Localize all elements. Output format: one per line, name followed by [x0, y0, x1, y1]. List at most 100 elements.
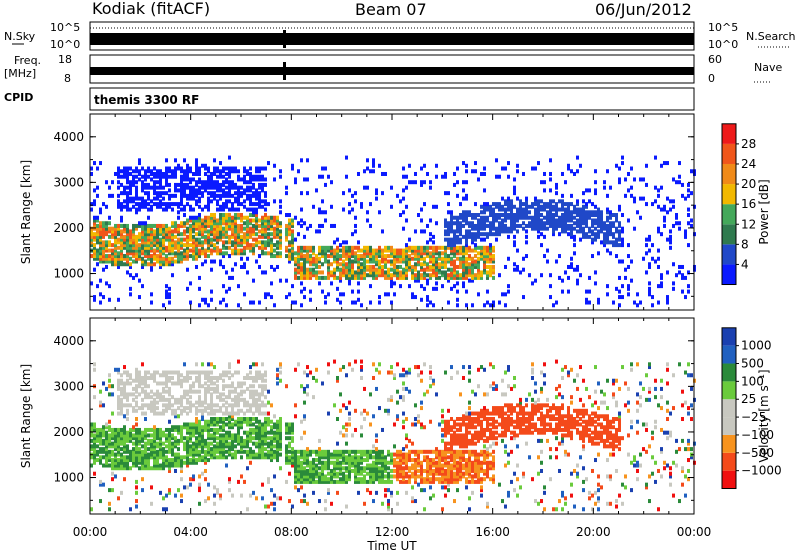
power-cell	[612, 213, 615, 218]
power-cell	[573, 221, 576, 226]
velocity-cell	[177, 381, 180, 386]
velocity-cell	[117, 430, 120, 435]
velocity-cell	[213, 485, 216, 490]
velocity-cell	[114, 427, 117, 432]
power-cell	[444, 237, 447, 242]
velocity-cell	[168, 406, 171, 411]
power-cell	[222, 284, 225, 289]
velocity-cell	[285, 479, 288, 484]
power-cell	[615, 237, 618, 242]
power-cell	[507, 229, 510, 234]
velocity-cell	[96, 430, 99, 435]
velocity-cell	[213, 444, 216, 449]
power-cell	[453, 221, 456, 226]
power-cell	[471, 278, 474, 283]
power-cell	[267, 221, 270, 226]
power-colorbar-tick-label: 16	[741, 197, 756, 211]
power-cell	[291, 300, 294, 305]
power-cell	[618, 232, 621, 237]
power-cell	[420, 218, 423, 223]
power-cell	[153, 237, 156, 242]
velocity-cell	[102, 449, 105, 454]
power-cell	[582, 210, 585, 215]
power-cell	[594, 204, 597, 209]
velocity-cell	[294, 460, 297, 465]
power-cell	[294, 259, 297, 264]
velocity-cell	[189, 430, 192, 435]
power-cell	[129, 188, 132, 193]
power-cell	[588, 300, 591, 305]
velocity-cell	[195, 375, 198, 380]
power-cell	[159, 169, 162, 174]
power-cell	[387, 267, 390, 272]
velocity-cell	[264, 430, 267, 435]
power-cell	[390, 284, 393, 289]
power-cell	[210, 237, 213, 242]
power-cell	[171, 248, 174, 253]
velocity-cell	[315, 452, 318, 457]
power-cell	[183, 182, 186, 187]
power-cell	[540, 226, 543, 231]
power-cell	[471, 248, 474, 253]
power-cell	[255, 174, 258, 179]
power-cell	[450, 286, 453, 291]
power-cell	[339, 254, 342, 259]
power-cell	[285, 295, 288, 300]
velocity-cell	[228, 430, 231, 435]
power-cell	[465, 259, 468, 264]
power-cell	[432, 286, 435, 291]
power-cell	[285, 234, 288, 239]
power-cell	[147, 207, 150, 212]
power-cell	[306, 256, 309, 261]
velocity-cell	[225, 411, 228, 416]
power-cell	[639, 215, 642, 220]
power-cell	[300, 191, 303, 196]
power-cell	[663, 204, 666, 209]
velocity-cell	[201, 403, 204, 408]
power-cell	[165, 245, 168, 250]
power-cell	[450, 213, 453, 218]
power-cell	[237, 199, 240, 204]
power-cell	[237, 185, 240, 190]
power-cell	[390, 275, 393, 280]
power-cell	[147, 223, 150, 228]
power-cell	[129, 273, 132, 278]
power-cell	[333, 275, 336, 280]
power-cell	[150, 267, 153, 272]
power-cell	[486, 248, 489, 253]
power-cell	[429, 232, 432, 237]
power-cell	[114, 251, 117, 256]
power-cell	[138, 196, 141, 201]
power-cell	[522, 226, 525, 231]
power-cell	[543, 223, 546, 228]
power-cell	[141, 264, 144, 269]
power-cell	[465, 237, 468, 242]
velocity-cell	[210, 406, 213, 411]
power-cell	[192, 177, 195, 182]
velocity-cell	[300, 436, 303, 441]
power-cell	[246, 215, 249, 220]
power-cell	[171, 234, 174, 239]
power-cell	[420, 182, 423, 187]
velocity-cell	[174, 414, 177, 419]
velocity-cell	[210, 378, 213, 383]
power-cell	[237, 248, 240, 253]
velocity-cell	[204, 370, 207, 375]
power-cell	[636, 303, 639, 308]
power-cell	[462, 223, 465, 228]
power-cell	[342, 259, 345, 264]
power-cell	[195, 199, 198, 204]
power-cell	[303, 221, 306, 226]
power-cell	[222, 213, 225, 218]
power-cell	[537, 226, 540, 231]
power-cell	[294, 177, 297, 182]
velocity-cell	[135, 400, 138, 405]
power-cell	[513, 243, 516, 248]
power-cell	[306, 270, 309, 275]
velocity-cell	[321, 471, 324, 476]
velocity-cell	[144, 466, 147, 471]
power-cell	[447, 240, 450, 245]
velocity-cell	[204, 375, 207, 380]
power-cell	[459, 202, 462, 207]
velocity-cell	[135, 430, 138, 435]
